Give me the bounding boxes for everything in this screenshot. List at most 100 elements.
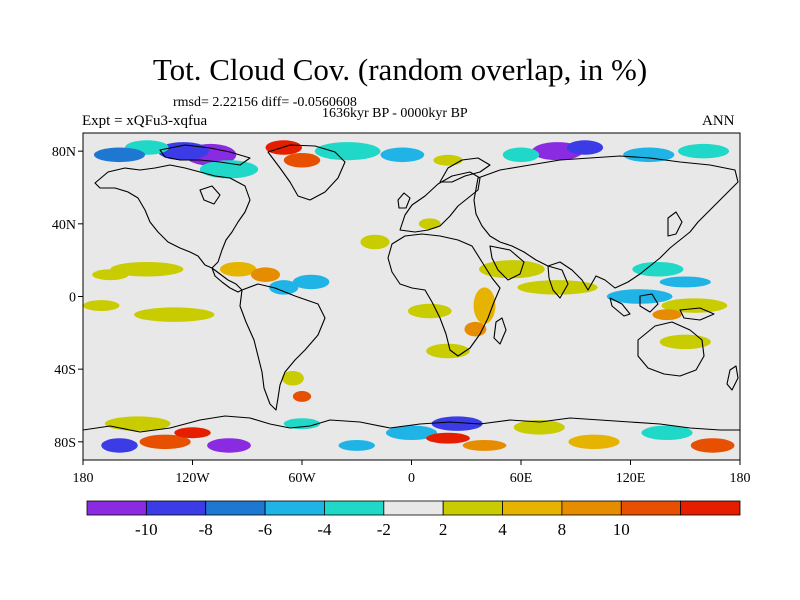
anomaly-patch	[568, 434, 620, 450]
coast-asia	[473, 155, 739, 291]
colorbar-label: 10	[613, 520, 630, 539]
anomaly-patch	[83, 300, 120, 312]
anomaly-patch	[207, 438, 251, 453]
coast-new-zealand	[726, 365, 739, 391]
anomaly-patch	[281, 370, 304, 386]
anomaly-patch	[431, 416, 483, 431]
anomaly-patch	[93, 147, 146, 163]
anomaly-patch	[283, 152, 321, 168]
coastlines	[83, 144, 740, 433]
anomaly-patch	[101, 438, 138, 453]
anomaly-patch	[292, 274, 330, 290]
anomaly-patch	[199, 160, 259, 179]
colorbar-label: 8	[558, 520, 567, 539]
lon-tick-label: 120W	[175, 471, 210, 486]
anomaly-patch	[566, 140, 604, 155]
lon-tick-label: 60E	[510, 471, 533, 486]
coast-borneo	[639, 293, 659, 313]
anomaly-patch	[219, 261, 257, 277]
anomaly-patch	[479, 260, 545, 279]
lat-tick-label: 40S	[54, 363, 76, 378]
colorbar-label: 4	[498, 520, 507, 539]
coast-hudson-bay	[199, 185, 221, 205]
anomaly-patch	[360, 234, 390, 250]
anomaly-patch	[385, 425, 438, 441]
colorbar-label: -10	[135, 520, 158, 539]
anomaly-patch	[426, 432, 470, 444]
colorbar-box	[383, 500, 444, 516]
anomaly-patch	[641, 425, 693, 441]
anomaly-patch	[462, 440, 507, 451]
colorbar-label: -2	[377, 520, 391, 539]
anomaly-patch	[690, 438, 735, 453]
colorbar-box	[680, 500, 741, 516]
coast-madagascar	[493, 317, 507, 345]
season-label: ANN	[702, 113, 735, 129]
anomaly-patch	[659, 334, 711, 350]
anomaly-patch	[139, 434, 191, 450]
anomaly-patch	[661, 298, 728, 313]
coast-japan	[667, 211, 683, 237]
lon-tick-label: 180	[730, 471, 751, 486]
anomaly-patch	[380, 147, 425, 163]
lat-tick-label: 80N	[52, 145, 76, 160]
lat-tick-label: 80S	[54, 436, 76, 451]
anomaly-patch	[464, 321, 487, 337]
anomaly-patch	[418, 218, 441, 230]
anomaly-patch	[283, 418, 321, 430]
coast-scandinavia	[439, 157, 491, 183]
anomaly-patch	[632, 261, 684, 277]
coast-antarctica	[83, 415, 740, 433]
anomaly-patch	[502, 147, 540, 163]
colorbar-label: -6	[258, 520, 272, 539]
colorbar-label: -4	[317, 520, 332, 539]
anomaly-patch	[269, 280, 299, 295]
colorbar-box	[145, 500, 207, 516]
coast-arabia	[489, 245, 525, 281]
colorbar-box	[264, 500, 325, 516]
lat-tick-label: 40N	[52, 218, 76, 233]
anomaly-patch	[110, 261, 184, 277]
coast-australia	[637, 321, 705, 377]
experiment-label: Expt = xQFu3-xqfua	[82, 113, 208, 129]
colorbar-box	[620, 500, 682, 516]
colorbar-box	[502, 500, 563, 516]
anomaly-patch	[513, 420, 565, 435]
lat-tick-label: 0	[69, 291, 76, 306]
anomaly-patch	[623, 147, 675, 163]
longitude-ticks: 180 120W 60W 0 60E 120E 180	[73, 460, 751, 486]
anomaly-patch	[92, 269, 129, 281]
colorbar-box	[86, 500, 147, 516]
anomaly-patch	[407, 303, 452, 319]
lon-tick-label: 180	[73, 471, 94, 486]
anomaly-patch	[250, 267, 281, 282]
coast-sumatra	[609, 297, 631, 317]
lon-tick-label: 0	[408, 471, 415, 486]
colorbar: -10 -8 -6 -4 -2 2 4 8 10	[86, 500, 741, 539]
colorbar-box	[205, 500, 266, 516]
colorbar-box	[324, 500, 385, 516]
anomaly-patch	[314, 142, 381, 161]
coast-south-america	[239, 283, 326, 411]
coast-greenland	[267, 144, 346, 201]
coast-new-guinea	[679, 307, 715, 321]
anomaly-patch	[104, 416, 171, 431]
colorbar-label: 2	[439, 520, 448, 539]
anomaly-patch	[659, 276, 711, 288]
colorbar-box	[561, 500, 622, 516]
lon-tick-label: 60W	[288, 471, 316, 486]
coast-britain	[397, 192, 411, 209]
anomaly-patch	[473, 287, 496, 324]
colorbar-label: -8	[199, 520, 213, 539]
coast-india	[547, 265, 569, 299]
colorbar-box	[442, 500, 503, 516]
coast-africa	[387, 233, 501, 357]
anomaly-patch	[517, 280, 598, 295]
anomaly-patch	[426, 343, 470, 359]
map-title: Tot. Cloud Cov. (random overlap, in %)	[152, 52, 648, 87]
anomaly-patch	[292, 390, 312, 402]
anomaly-patch	[174, 427, 211, 439]
lon-tick-label: 120E	[616, 471, 646, 486]
coast-arctic-islands	[159, 144, 251, 166]
